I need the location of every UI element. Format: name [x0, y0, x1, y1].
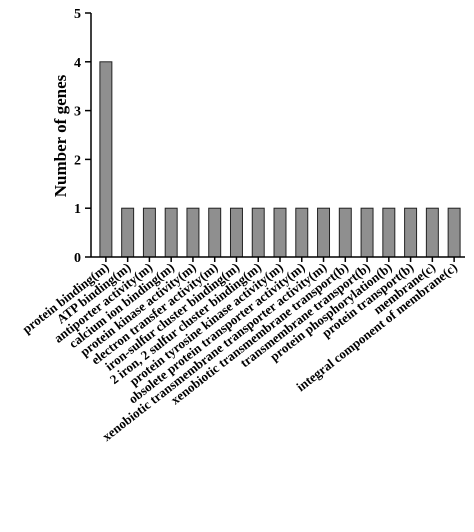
bar — [186, 207, 200, 258]
bar — [404, 207, 418, 258]
y-tick-label: 0 — [74, 251, 81, 266]
y-tick-label: 2 — [74, 153, 81, 168]
bar — [317, 207, 331, 258]
y-tick-label: 3 — [74, 105, 81, 120]
bar — [251, 207, 265, 258]
y-axis-title: Number of genes — [51, 74, 70, 197]
bar — [295, 207, 309, 258]
bar — [142, 207, 156, 258]
bar — [121, 207, 135, 258]
y-tick-label: 5 — [74, 7, 81, 22]
bar — [360, 207, 374, 258]
bar — [208, 207, 222, 258]
bars-group — [99, 61, 461, 258]
bar — [425, 207, 439, 258]
y-tick-label: 1 — [74, 202, 81, 217]
bar — [273, 207, 287, 258]
y-tick-label: 4 — [74, 56, 81, 71]
bar — [164, 207, 178, 258]
bar — [229, 207, 243, 258]
bar — [447, 207, 461, 258]
bar — [99, 61, 113, 258]
bar — [382, 207, 396, 258]
bar — [338, 207, 352, 258]
y-axis: 0 1 2 3 4 5 — [74, 7, 92, 266]
x-axis: protein binding(m)ATP binding(m)antiport… — [19, 256, 465, 444]
